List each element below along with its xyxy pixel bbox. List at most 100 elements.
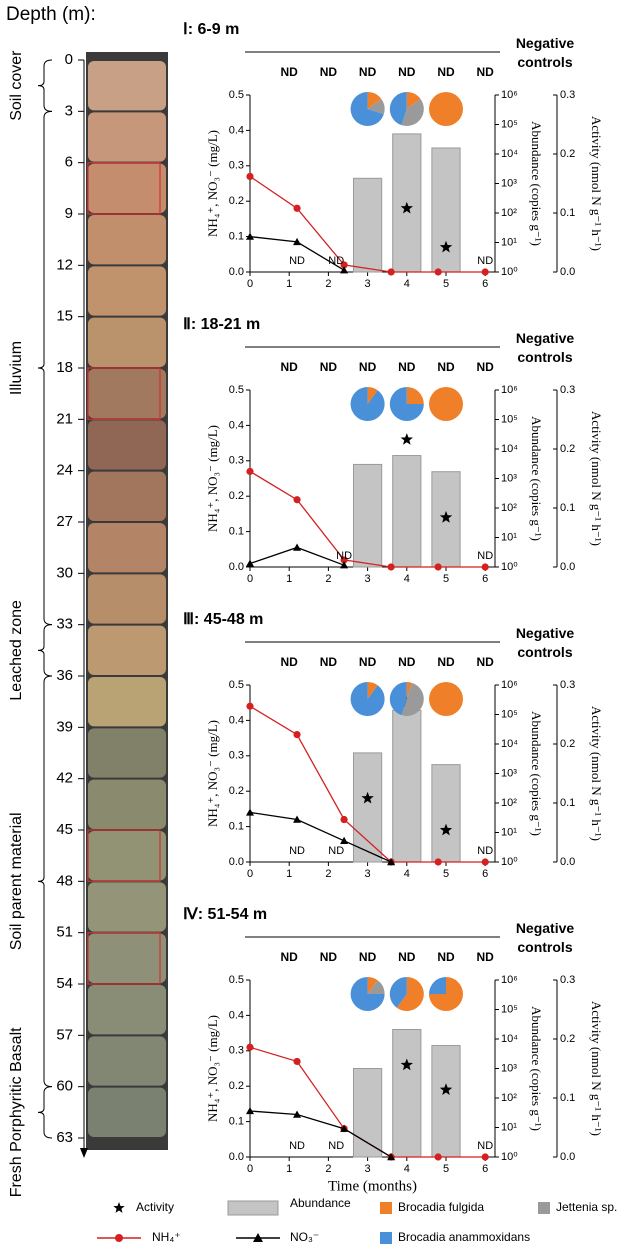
triangle-marker <box>246 808 254 816</box>
x-tick-label: 0 <box>247 1163 253 1175</box>
core-segment <box>88 882 166 932</box>
x-tick-label: 0 <box>247 868 253 880</box>
control-nd: ND <box>398 65 416 79</box>
y-tick-label: 0.4 <box>229 124 244 136</box>
control-nd: ND <box>281 65 299 79</box>
y2-tick-label: 10⁵ <box>501 1003 518 1015</box>
panel-title: Ⅳ: 51-54 m <box>183 906 267 923</box>
circle-marker <box>246 702 254 710</box>
panel-title: Ⅲ: 45-48 m <box>183 611 263 628</box>
control-nd: ND <box>477 655 495 669</box>
x-tick-label: 3 <box>365 573 371 585</box>
pie-slice <box>429 92 463 126</box>
y2-axis-title: Abundance (copies g⁻¹) <box>529 121 544 246</box>
y3-tick-label: 0.1 <box>560 502 575 514</box>
pie-slice <box>367 92 382 109</box>
x-tick-label: 6 <box>482 278 488 290</box>
nd-label: ND <box>477 1140 493 1152</box>
control-nd: ND <box>281 950 299 964</box>
x-tick-label: 1 <box>286 1163 292 1175</box>
series-line <box>249 705 486 863</box>
y-tick-label: 0.1 <box>229 821 244 833</box>
pie-slice <box>401 99 424 126</box>
depth-tick-label: 15 <box>56 308 73 325</box>
y3-tick-label: 0.3 <box>560 679 575 691</box>
y-tick-label: 0.3 <box>229 455 244 467</box>
x-tick-label: 3 <box>365 868 371 880</box>
depth-tick-label: 54 <box>56 975 73 992</box>
y-tick-label: 0.1 <box>229 526 244 538</box>
circle-marker <box>246 467 254 476</box>
y-tick-label: 0.5 <box>229 384 244 396</box>
circle-marker <box>481 268 489 276</box>
core-highlight <box>87 367 161 420</box>
legend-label: Activity <box>136 1200 174 1214</box>
depth-tick-label: 42 <box>56 770 73 787</box>
activity-star <box>439 510 453 523</box>
y3-tick-label: 0.3 <box>560 89 575 101</box>
activity-star <box>400 1058 413 1071</box>
y2-tick-label: 10⁶ <box>501 679 518 691</box>
pie-slice <box>401 682 424 716</box>
control-nd: ND <box>437 950 455 964</box>
depth-tick-label: 51 <box>56 924 73 941</box>
y-axis-title: NH₄⁺, NO₃⁻ (mg/L) <box>205 720 220 827</box>
series-line <box>249 811 392 863</box>
nd-label: ND <box>289 255 305 267</box>
y3-tick-label: 0.3 <box>560 384 575 396</box>
y2-tick-label: 10¹ <box>501 531 517 543</box>
depth-arrow <box>80 1148 88 1158</box>
control-nd: ND <box>398 655 416 669</box>
abundance-bar <box>431 1045 461 1158</box>
y2-tick-label: 10² <box>501 207 517 219</box>
abundance-bar <box>431 764 461 863</box>
depth-tick-label: 30 <box>56 564 73 581</box>
depth-tick-label: 6 <box>65 154 73 171</box>
pie-slice <box>367 387 378 404</box>
core-segment <box>88 266 166 316</box>
y3-tick-label: 0.1 <box>560 1092 575 1104</box>
x-tick-label: 1 <box>286 278 292 290</box>
y3-tick-label: 0.2 <box>560 148 575 160</box>
control-nd: ND <box>437 655 455 669</box>
core-segment <box>88 933 166 983</box>
control-nd: ND <box>281 360 299 374</box>
legend-star <box>113 1202 125 1213</box>
pie-slice <box>367 99 385 115</box>
circle-marker <box>481 1153 489 1161</box>
x-tick-label: 2 <box>325 573 331 585</box>
depth-tick-label: 60 <box>56 1078 73 1095</box>
y3-tick-label: 0.2 <box>560 738 575 750</box>
control-nd: ND <box>359 655 377 669</box>
circle-marker <box>481 563 489 571</box>
controls-label: Negative controls <box>516 920 575 955</box>
pie-slice <box>367 977 378 994</box>
y-tick-label: 0.2 <box>229 490 244 502</box>
zone-label: Illuvium <box>8 341 25 395</box>
y3-tick-label: 0.0 <box>560 1151 575 1163</box>
x-tick-label: 4 <box>404 573 410 585</box>
y-tick-label: 0.5 <box>229 974 244 986</box>
control-nd: ND <box>359 65 377 79</box>
x-tick-label: 3 <box>365 278 371 290</box>
legend-swatch <box>538 1202 550 1214</box>
x-tick-label: 1 <box>286 573 292 585</box>
core-segment <box>88 163 166 213</box>
pie-slice <box>350 682 385 717</box>
pie-slice <box>429 682 463 716</box>
triangle-marker <box>387 1153 396 1161</box>
core-segment <box>88 112 166 162</box>
y2-tick-label: 10³ <box>501 472 517 484</box>
series-line <box>249 470 486 568</box>
pie-slice <box>389 92 407 126</box>
controls-label: Negative controls <box>516 625 575 660</box>
pie-slice <box>389 387 424 421</box>
abundance-bar <box>392 455 422 568</box>
depth-tick-label: 0 <box>65 51 73 68</box>
circle-marker <box>246 1043 254 1051</box>
x-tick-label: 6 <box>482 868 488 880</box>
y2-axis-title: Abundance (copies g⁻¹) <box>529 1006 544 1131</box>
circle-marker <box>481 858 489 866</box>
triangle-marker <box>340 836 349 844</box>
